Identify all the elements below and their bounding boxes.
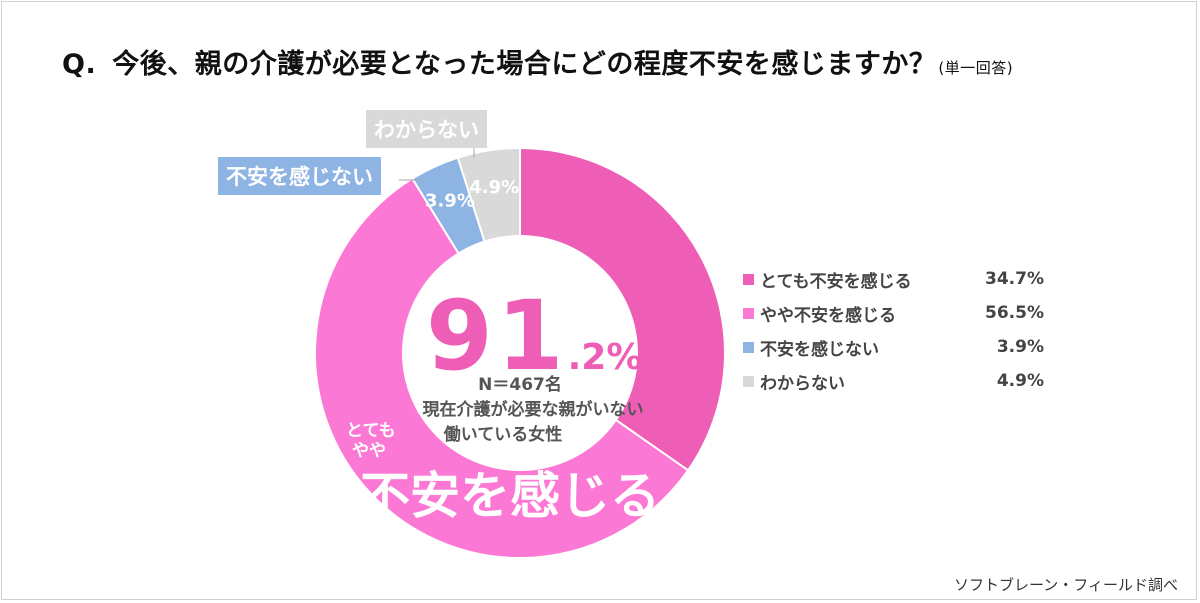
legend-swatch <box>743 308 754 319</box>
source-note: ソフトブレーン・フィールド調べ <box>954 574 1178 595</box>
legend-label: とても不安を感じる <box>760 267 960 292</box>
legend-value: 56.5% <box>960 303 1044 323</box>
legend-swatch <box>743 342 754 353</box>
legend-label: 不安を感じない <box>760 335 960 360</box>
legend-value: 3.9% <box>960 337 1044 357</box>
slice-label-not-uneasy: 3.9% <box>425 190 475 211</box>
legend-item-somewhat-uneasy: やや不安を感じる 56.5% <box>743 296 1044 330</box>
sample-size: N＝467名 <box>440 370 600 395</box>
legend-label: わからない <box>760 369 960 394</box>
label-feel-uneasy: 不安を感じる <box>360 456 660 528</box>
legend-value: 34.7% <box>960 269 1044 289</box>
slice-label-unknown: 4.9% <box>469 177 519 198</box>
callout-unknown: わからない <box>366 110 487 148</box>
legend-item-not-uneasy: 不安を感じない 3.9% <box>743 330 1044 364</box>
legend-value: 4.9% <box>960 371 1044 391</box>
respondent-desc-1: 現在介護が必要な親がいない <box>388 395 678 420</box>
legend-label: やや不安を感じる <box>760 301 960 326</box>
legend-swatch <box>743 274 754 285</box>
respondent-desc-2: 働いている女性 <box>388 420 618 445</box>
legend-item-unknown: わからない 4.9% <box>743 364 1044 398</box>
legend-swatch <box>743 376 754 387</box>
legend: とても不安を感じる 34.7% やや不安を感じる 56.5% 不安を感じない 3.9% わか… <box>743 262 1044 398</box>
legend-item-very-uneasy: とても不安を感じる 34.7% <box>743 262 1044 296</box>
callout-unease-none: 不安を感じない <box>218 157 381 195</box>
